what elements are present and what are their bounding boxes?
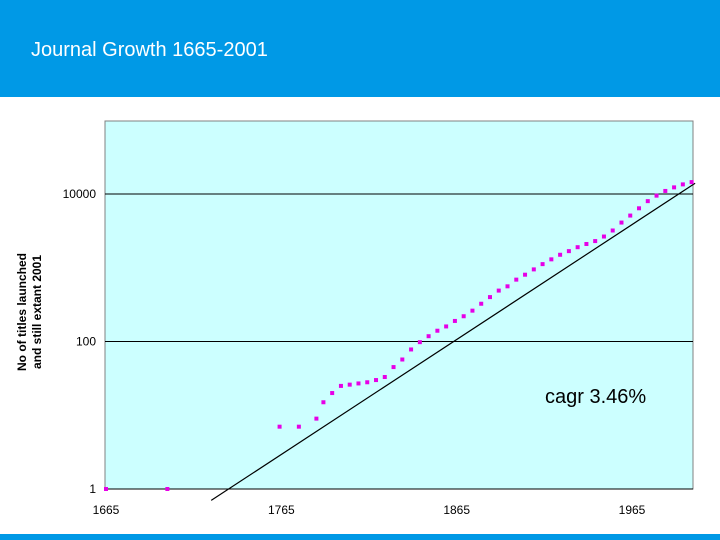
y-axis-label-line-1: No of titles launched xyxy=(15,253,29,371)
data-point xyxy=(452,318,457,323)
data-point xyxy=(584,241,589,246)
data-point xyxy=(637,206,642,211)
data-point xyxy=(549,257,554,262)
page-title: Journal Growth 1665-2001 xyxy=(31,39,268,61)
data-point xyxy=(610,228,615,233)
y-axis-label-line-2: and still extant 2001 xyxy=(30,255,44,369)
plot-area xyxy=(104,120,694,490)
data-point xyxy=(619,220,624,225)
y-tick-label-100: 100 xyxy=(76,335,96,349)
data-point xyxy=(689,180,694,185)
data-point xyxy=(593,239,598,244)
data-point xyxy=(531,267,536,272)
data-point xyxy=(426,334,431,339)
data-point xyxy=(566,249,571,254)
data-point xyxy=(628,213,633,218)
data-point xyxy=(444,324,449,329)
data-point xyxy=(314,416,319,421)
y-tick-label-10000: 10000 xyxy=(63,187,97,201)
journal-growth-chart: 1 100 10000 1665 1765 1865 1965 No of titles la… xyxy=(15,120,696,517)
x-tick-label-1965: 1965 xyxy=(619,503,646,517)
data-point xyxy=(356,381,361,386)
data-point xyxy=(514,277,519,282)
data-point xyxy=(654,193,659,198)
data-point xyxy=(321,400,326,405)
y-tick-label-1: 1 xyxy=(89,482,96,496)
x-tick-label-1765: 1765 xyxy=(268,503,295,517)
data-point xyxy=(347,382,352,387)
cagr-annotation: cagr 3.46% xyxy=(545,386,646,408)
data-point xyxy=(470,308,475,313)
data-point xyxy=(365,380,370,385)
data-point xyxy=(496,288,501,293)
data-point xyxy=(400,357,405,362)
title-banner: Journal Growth 1665-2001 xyxy=(0,0,720,97)
trend-line xyxy=(210,182,696,501)
data-point xyxy=(663,188,668,193)
data-point xyxy=(558,252,563,257)
data-point xyxy=(277,424,282,429)
footer-bar xyxy=(0,534,720,540)
data-point xyxy=(435,328,440,333)
data-point xyxy=(601,234,606,239)
data-point xyxy=(645,199,650,204)
data-point xyxy=(330,391,335,396)
data-point xyxy=(296,424,301,429)
data-point xyxy=(487,295,492,300)
data-point xyxy=(540,262,545,267)
data-point xyxy=(382,375,387,380)
data-point xyxy=(374,378,379,383)
data-point xyxy=(461,314,466,319)
data-point xyxy=(391,365,396,370)
data-point xyxy=(104,487,108,491)
data-point xyxy=(417,340,422,345)
data-point xyxy=(409,347,414,352)
data-point xyxy=(165,487,170,491)
data-point xyxy=(338,383,343,388)
data-point xyxy=(680,182,685,187)
data-point xyxy=(672,185,677,190)
data-point xyxy=(523,272,528,277)
data-point xyxy=(575,245,580,250)
data-point xyxy=(505,284,510,289)
x-tick-label-1665: 1665 xyxy=(93,503,120,517)
x-tick-label-1865: 1865 xyxy=(443,503,470,517)
data-point xyxy=(479,301,484,306)
